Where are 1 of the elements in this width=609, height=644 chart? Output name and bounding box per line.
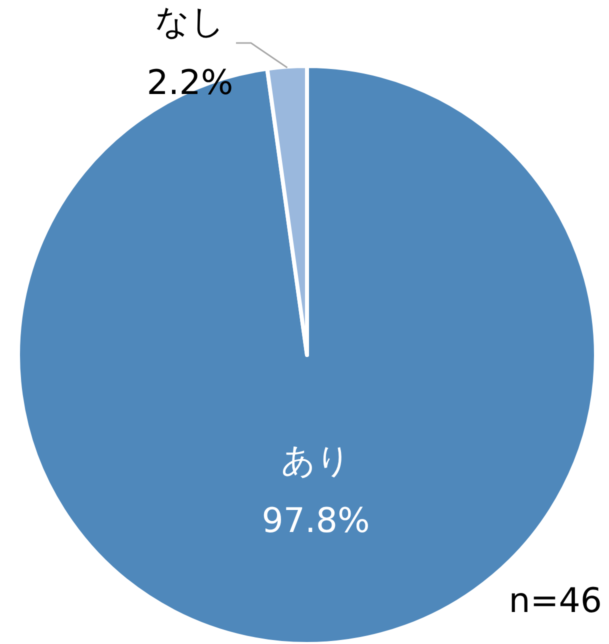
annotation: n=46 xyxy=(508,581,602,621)
